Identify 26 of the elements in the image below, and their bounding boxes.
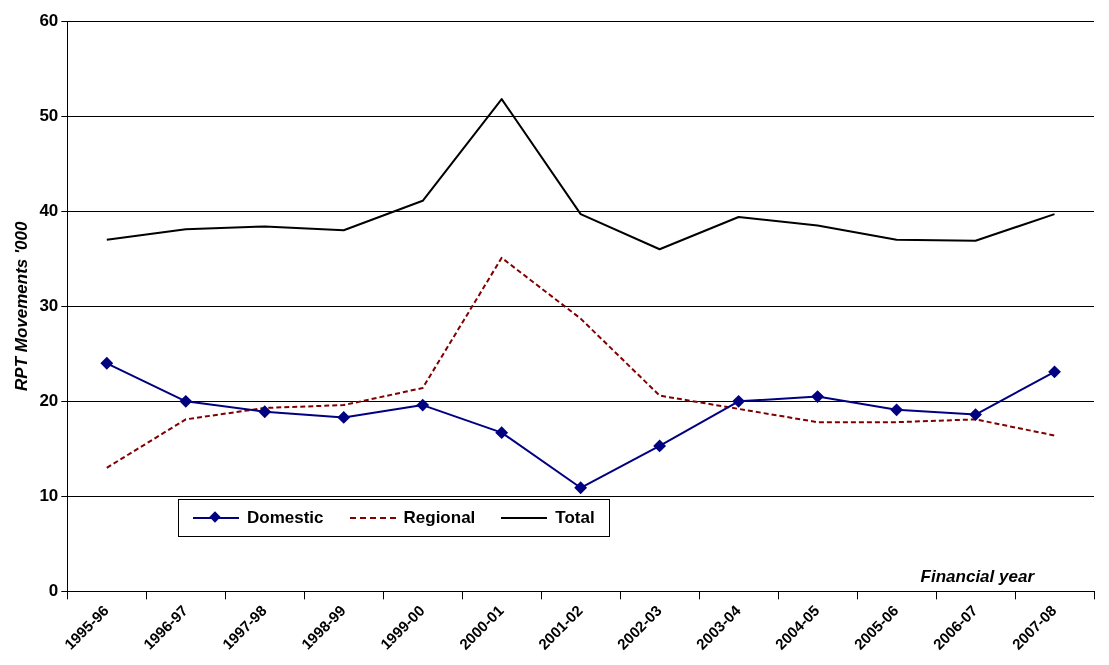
point — [969, 408, 982, 421]
line-series — [105, 256, 1056, 469]
legend-label: Regional — [403, 508, 476, 528]
y-tick-label: 30 — [39, 295, 59, 315]
x-axis-title: Financial year — [920, 566, 1036, 586]
y-tick-label: 60 — [39, 10, 59, 30]
point — [258, 405, 271, 418]
legend-label: Domestic — [247, 508, 324, 528]
point — [100, 357, 113, 370]
point — [574, 481, 587, 494]
y-axis-title: RPT Movements '000 — [11, 221, 31, 391]
point — [890, 403, 903, 416]
point — [732, 395, 745, 408]
y-tick-label: 40 — [39, 200, 59, 220]
point — [179, 395, 192, 408]
legend-label: Total — [555, 508, 595, 528]
point — [495, 426, 508, 439]
point — [811, 390, 824, 403]
y-tick-label: 10 — [39, 486, 59, 506]
y-tick-label: 50 — [39, 105, 59, 125]
point — [337, 411, 350, 424]
y-tick-label: 20 — [39, 390, 59, 410]
point — [653, 439, 666, 452]
point — [1048, 365, 1061, 378]
point — [416, 399, 429, 412]
y-tick-label: 0 — [48, 581, 59, 601]
